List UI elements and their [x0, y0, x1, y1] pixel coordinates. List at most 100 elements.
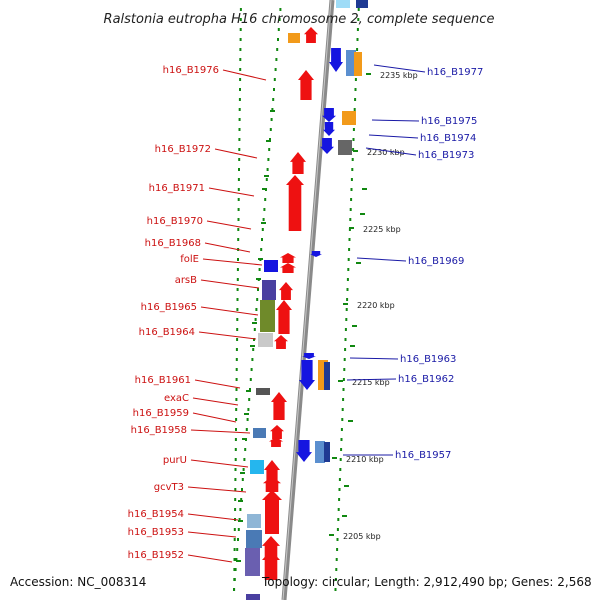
guide-dot	[236, 328, 239, 331]
minor-tick	[242, 438, 247, 440]
guide-dot	[243, 458, 246, 461]
minor-tick	[250, 345, 255, 347]
guide-dot	[235, 378, 238, 381]
scale-tick	[353, 150, 358, 152]
minor-tick	[356, 262, 361, 264]
guide-dot	[336, 528, 339, 531]
reverse-gene-arrow	[302, 353, 316, 359]
guide-dot	[255, 308, 258, 311]
backbone-highlight	[282, 0, 332, 600]
guide-dot	[337, 518, 340, 521]
forward-gene-arrow	[262, 536, 280, 558]
guide-dot	[346, 288, 349, 291]
feature-block	[354, 52, 362, 76]
feature-block	[324, 442, 330, 462]
guide-dot	[234, 468, 237, 471]
minor-tick	[258, 258, 263, 260]
guide-dot	[237, 258, 239, 261]
guide-dot	[237, 178, 240, 181]
guide-dot	[252, 348, 255, 351]
guide-dot	[339, 458, 342, 461]
guide-dot	[239, 88, 241, 91]
guide-dot	[235, 358, 238, 361]
guide-dot	[264, 198, 267, 201]
guide-dot	[334, 578, 337, 581]
guide-dot	[260, 248, 263, 251]
guide-dot	[239, 78, 242, 81]
minor-tick	[238, 520, 243, 522]
minor-tick	[344, 485, 349, 487]
leader-line	[373, 64, 426, 73]
minor-tick	[252, 322, 257, 324]
feature-block	[315, 441, 325, 463]
guide-dot	[241, 488, 243, 491]
minor-tick	[360, 213, 365, 215]
guide-dot	[238, 148, 241, 151]
accession-text: Accession: NC_008314	[10, 575, 146, 589]
guide-dot	[357, 8, 360, 11]
gene-label-h16_B1964: h16_B1964	[139, 327, 195, 338]
guide-dot	[343, 368, 346, 371]
guide-dot	[350, 178, 353, 181]
guide-dot	[244, 448, 247, 451]
guide-dot	[236, 308, 239, 311]
guide-dot	[344, 328, 347, 331]
leader-line	[368, 134, 419, 139]
reverse-gene-arrow	[323, 122, 335, 136]
gene-label-h16_B1968: h16_B1968	[145, 238, 201, 249]
guide-dot	[235, 348, 238, 351]
guide-dot	[253, 328, 256, 331]
feature-block	[253, 428, 266, 438]
guide-dot	[276, 48, 279, 51]
forward-gene-arrow	[276, 300, 292, 334]
guide-dot	[265, 178, 268, 181]
guide-dot	[234, 478, 237, 481]
minor-tick	[238, 500, 243, 502]
guide-dot	[235, 388, 238, 391]
gene-label-h16_B1969: h16_B1969	[408, 256, 464, 267]
forward-gene-arrow	[290, 152, 306, 174]
leader-line	[187, 513, 239, 521]
feature-block	[338, 140, 352, 155]
forward-gene-arrow	[263, 476, 281, 492]
guide-dot	[335, 568, 338, 571]
leader-line	[200, 306, 259, 316]
guide-dot	[237, 188, 240, 191]
forward-gene-arrow	[269, 437, 283, 447]
leader-line	[190, 459, 249, 468]
guide-dot	[249, 388, 251, 391]
guide-dot	[236, 548, 239, 551]
guide-dot	[338, 488, 341, 491]
guide-dot	[235, 428, 237, 431]
guide-dot	[239, 18, 242, 21]
leader-line	[222, 69, 267, 81]
feature-block	[247, 514, 261, 528]
guide-dot	[270, 118, 273, 121]
gene-label-h16_B1957: h16_B1957	[395, 450, 451, 461]
gene-label-h16_B1962: h16_B1962	[398, 374, 454, 385]
guide-dot	[234, 488, 237, 491]
gene-label-h16_B1952: h16_B1952	[128, 550, 184, 561]
scale-tick	[349, 227, 354, 229]
guide-dot	[334, 588, 337, 591]
scale-ticks: 2235 kbp 2230 kbp 2225 kbp 2220 kbp 2215 kbp…	[236, 71, 418, 562]
guide-dot	[336, 538, 339, 541]
scale-tick	[366, 73, 371, 75]
leader-line	[208, 187, 255, 197]
guide-dot	[239, 48, 242, 51]
guide-dot	[235, 418, 238, 421]
minor-tick	[244, 413, 249, 415]
guide-dot	[354, 78, 357, 81]
feature-block	[356, 0, 368, 8]
guide-dot	[239, 38, 242, 41]
guide-dot	[254, 318, 257, 321]
guide-dot	[236, 338, 239, 341]
gene-label-h16_B1959: h16_B1959	[133, 408, 189, 419]
gene-label-gcvT3: gcvT3	[154, 482, 184, 493]
scale-label: 2215 kbp	[352, 378, 390, 387]
guide-dot	[238, 518, 241, 521]
leader-line	[371, 119, 420, 122]
forward-gene-arrow	[274, 335, 288, 349]
guide-dot	[234, 498, 237, 501]
